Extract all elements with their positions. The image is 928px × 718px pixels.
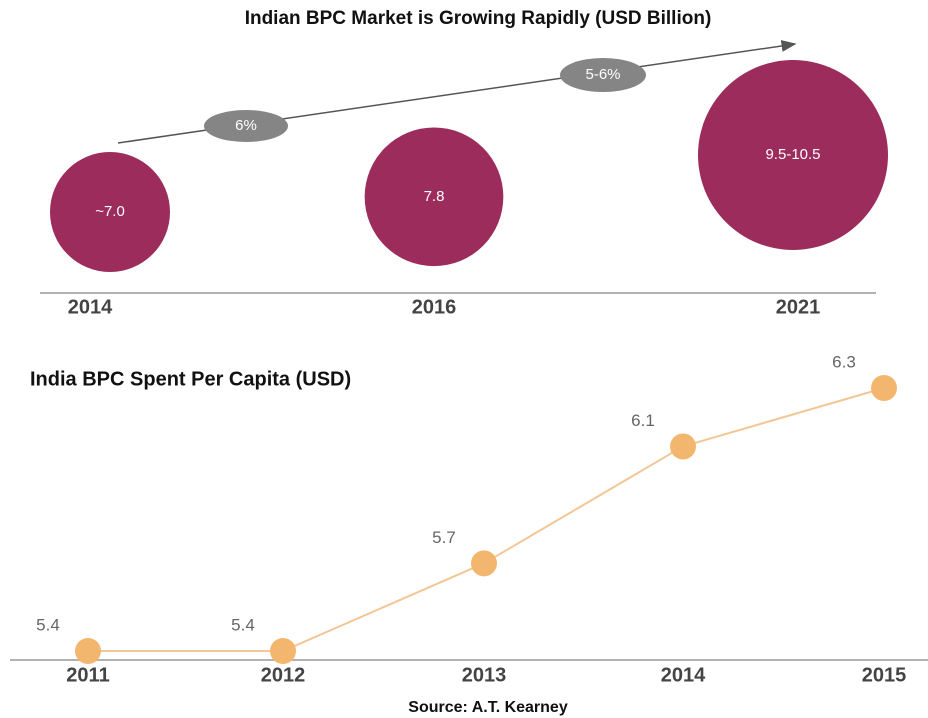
data-label: 5.4 [231,615,255,634]
bubble [364,127,504,267]
x-tick-label: 2015 [862,664,907,686]
chart-title: Indian BPC Market is Growing Rapidly (US… [245,8,712,29]
line [88,387,885,652]
x-tick-label: 2014 [68,296,113,318]
x-tick-label: 2014 [661,664,706,686]
point [75,638,101,664]
point [871,375,897,401]
data-label: 5.7 [432,528,456,547]
bubble [50,152,170,272]
data-label: 5.4 [36,615,60,634]
point [471,550,497,577]
point [670,433,696,460]
data-label: 6.3 [832,352,856,371]
annotation-bubble [560,58,646,92]
annotation: 6% [235,117,257,134]
source: Source: A.T. Kearney [408,699,568,716]
x-tick-label: 2016 [412,296,457,318]
x-tick-label: 2012 [261,664,306,686]
x-tick-label: 2011 [66,664,109,686]
x-tick-label: 2021 [776,296,821,318]
point [270,638,296,664]
annotation-bubble [204,110,288,142]
data-label: 6.1 [631,411,655,430]
data-label: ~7.0 [95,203,125,220]
data-label: 7.8 [424,188,445,205]
x-tick-label: 2013 [462,664,507,686]
data-label: 9.5-10.5 [765,146,820,163]
bubble [698,60,888,250]
chart-title: India BPC Spent Per Capita (USD) [30,368,351,390]
annotation: 5-6% [585,66,620,83]
